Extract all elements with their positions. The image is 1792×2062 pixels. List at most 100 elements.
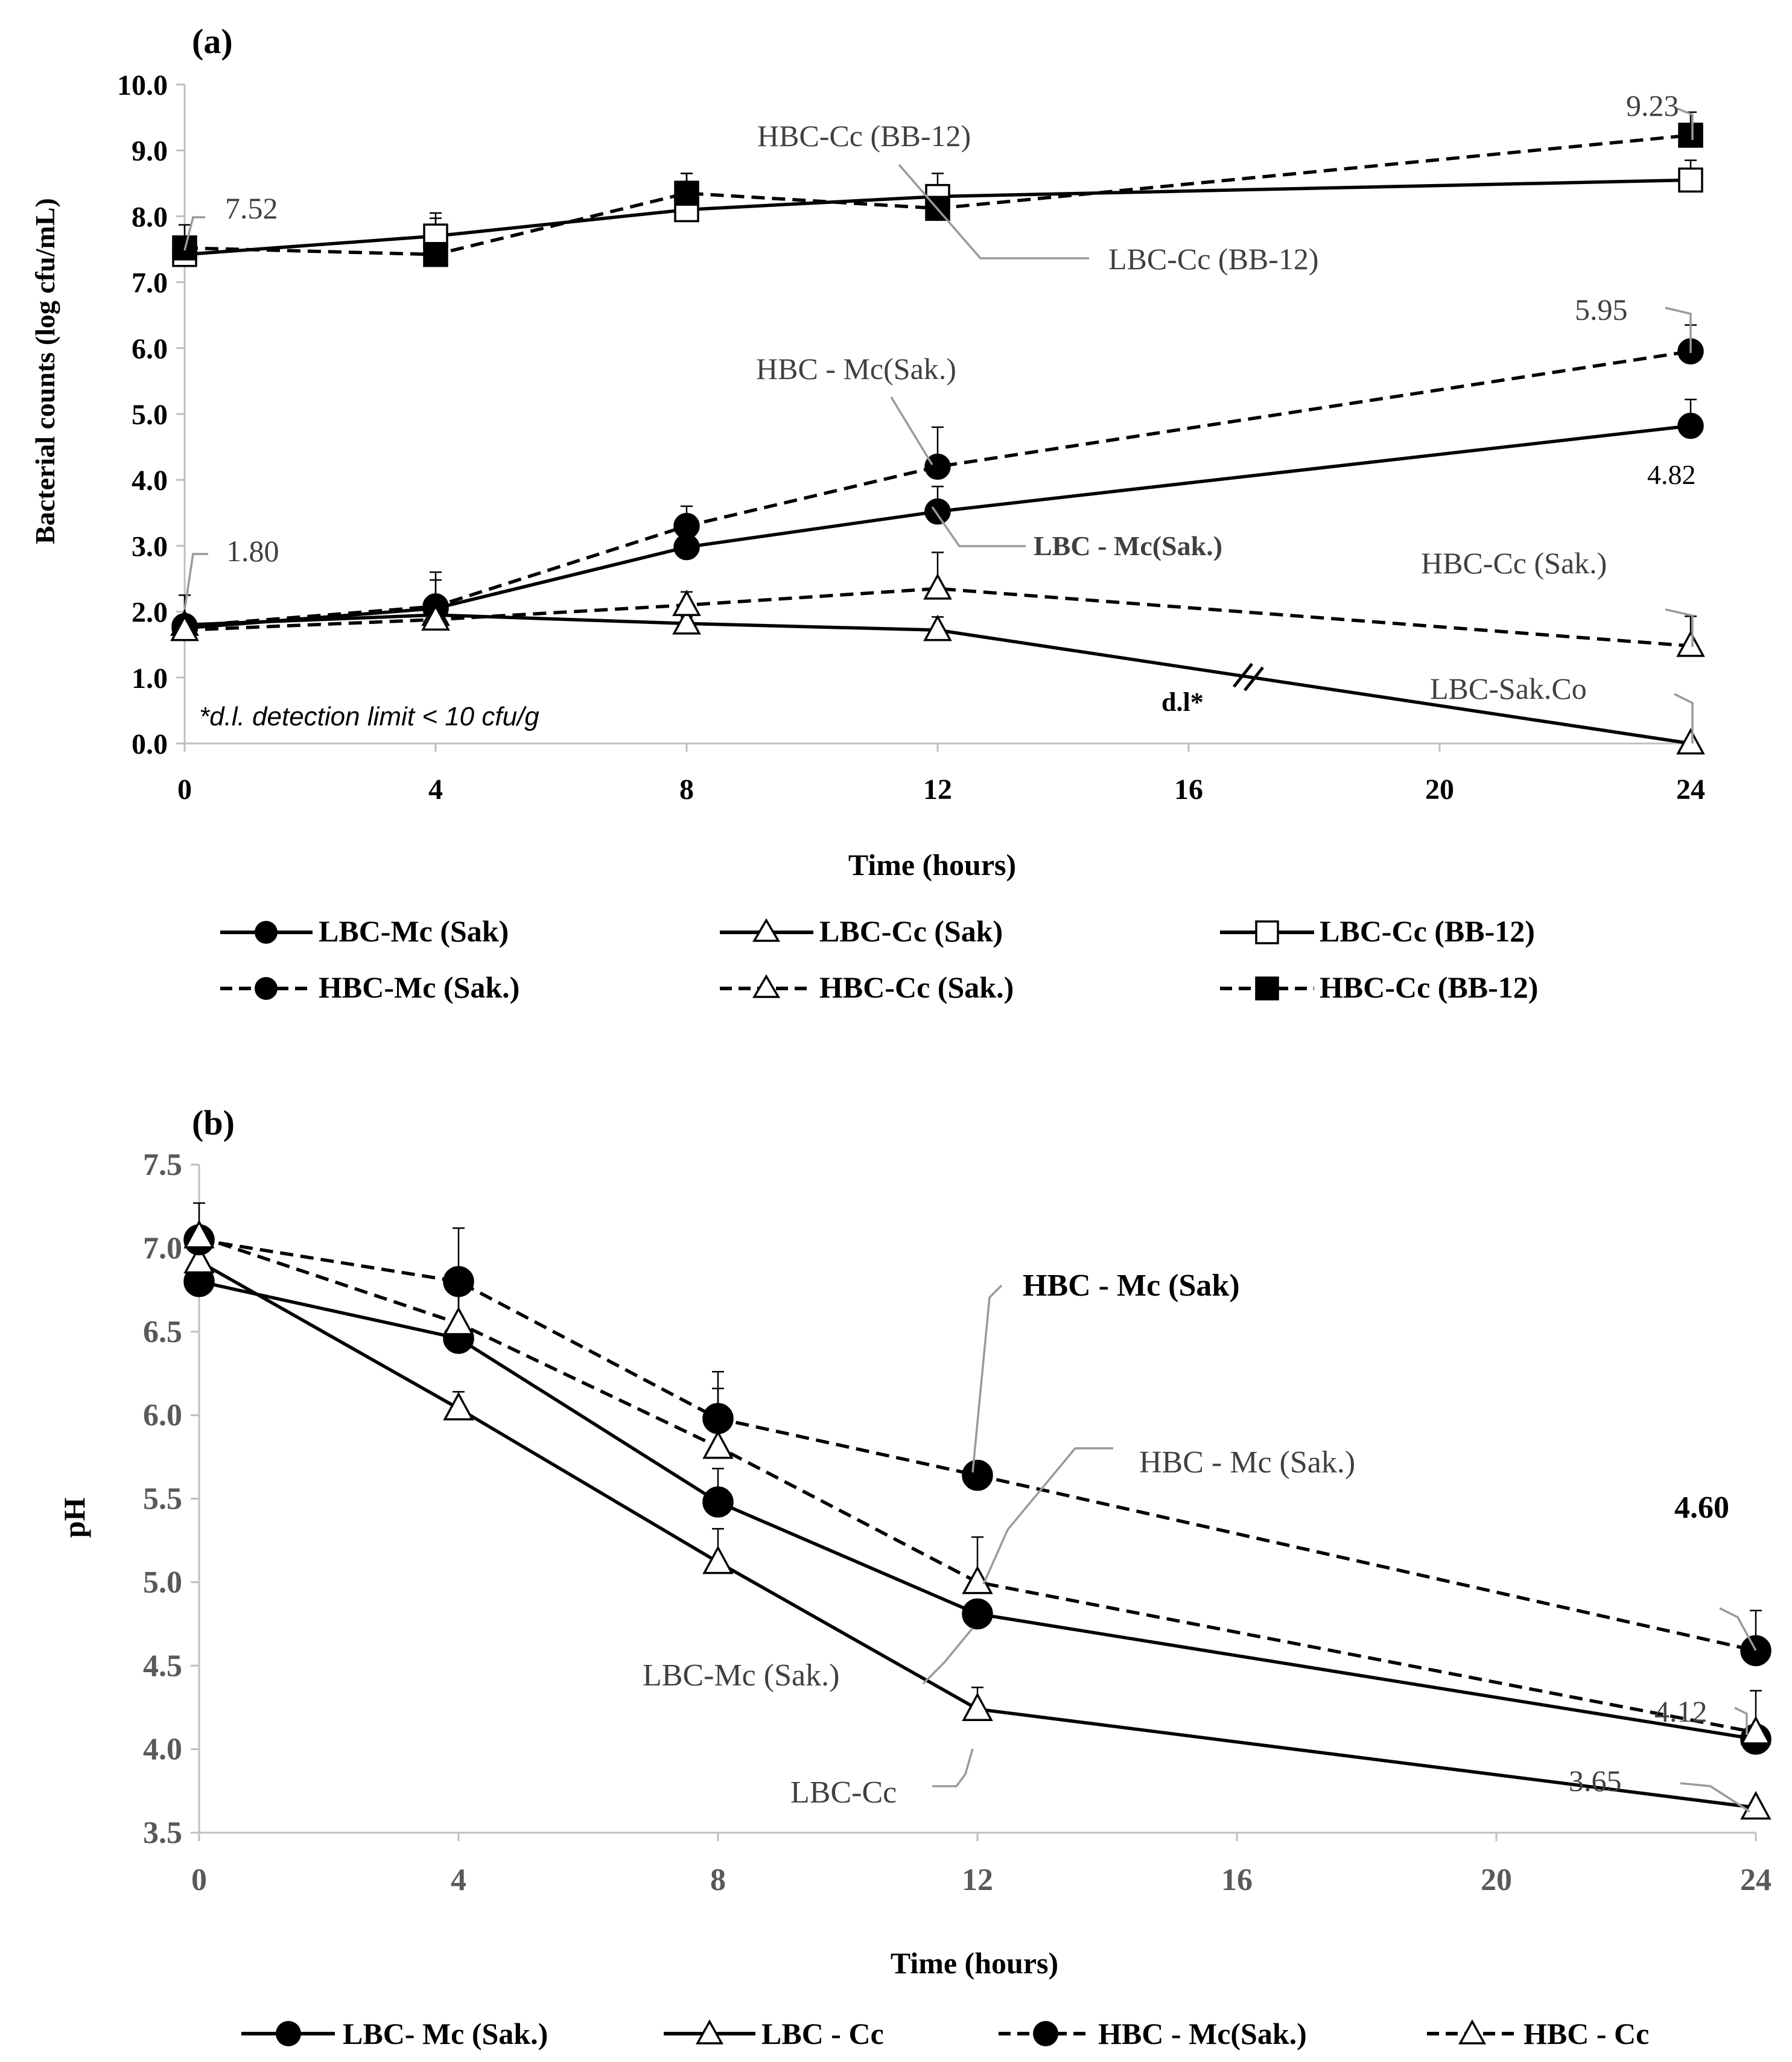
marker-hbc-mc-sak xyxy=(673,512,700,539)
panel-b-x-tick-label: 24 xyxy=(1740,1863,1771,1897)
annotation-9-23: 9.23 xyxy=(1626,89,1679,123)
series-line-lbc-cc xyxy=(198,1260,1756,1810)
panel-b-x-axis-title: Time (hours) xyxy=(891,1946,1058,1980)
panel-a-x-tick-label: 4 xyxy=(428,774,443,806)
panel-a-y-tick-label: 5.0 xyxy=(132,399,168,431)
marker-hbc-cc-bb-12 xyxy=(1678,123,1703,148)
annotation-lbc-cc-bb12: LBC-Cc (BB-12) xyxy=(1108,242,1319,276)
annotation-lbc-mc-sak: LBC-Mc (Sak.) xyxy=(643,1658,839,1693)
marker-hbc-cc-sak xyxy=(672,590,701,616)
annotation-1-80: 1.80 xyxy=(226,534,279,568)
annotation-hbc-cc-sak: HBC-Cc (Sak.) xyxy=(1421,546,1607,580)
panel-b-y-axis-title: pH xyxy=(57,1498,91,1538)
panel-a-y-tick-label: 0.0 xyxy=(132,728,168,760)
panel-b-y-tick-label: 6.0 xyxy=(143,1398,182,1433)
marker-hbc-mc-sak xyxy=(924,453,951,480)
marker-hbc-cc xyxy=(1740,1716,1771,1745)
marker-hbc-cc-bb-12 xyxy=(423,241,448,267)
panel-b-x-tick-label: 20 xyxy=(1481,1863,1512,1897)
legend-item-b-hbc-cc: HBC - Cc xyxy=(1427,2017,1649,2051)
marker-lbc-mc-sak xyxy=(924,498,951,525)
series-line-hbc-cc-bb-12 xyxy=(184,133,1691,256)
marker-lbc-cc-sak xyxy=(1676,728,1705,755)
panel-a-y-tick-label: 1.0 xyxy=(132,663,168,695)
annotation-4-12: 4.12 xyxy=(1654,1694,1708,1728)
marker-lbc-mc-sak xyxy=(962,1598,993,1630)
panel-a-y-tick-label: 10.0 xyxy=(117,69,168,101)
panel-a: (a) Bacterial counts (log cfu/mL) Time (… xyxy=(30,22,1705,1004)
annotation-lbc-cc: LBC-Cc xyxy=(790,1775,897,1810)
marker-hbc-cc-sak xyxy=(923,573,952,600)
marker-lbc-mc-sak xyxy=(1677,412,1704,439)
panel-b-y-tick-label: 4.5 xyxy=(143,1649,182,1683)
legend-label-b-lbc-cc: LBC - Cc xyxy=(761,2017,884,2051)
series-line-lbc-mc-sak xyxy=(199,1280,1756,1741)
panel-b-y-tick-label: 7.0 xyxy=(143,1231,182,1265)
panel-a-label: (a) xyxy=(192,22,233,61)
marker-hbc-mc-sak xyxy=(443,1265,474,1297)
panel-b-annotation-leaders xyxy=(922,1284,1757,1813)
legend-item-b-lbc-mc-sak: LBC- Mc (Sak.) xyxy=(241,2017,548,2051)
legend-item-hbc-mc-sak: HBC-Mc (Sak.) xyxy=(220,970,519,1004)
marker-hbc-cc xyxy=(443,1306,474,1335)
legend-label-lbc-cc-sak: LBC-Cc (Sak) xyxy=(819,914,1003,948)
marker-hbc-mc-sak xyxy=(1740,1635,1771,1667)
marker-lbc-cc xyxy=(962,1692,993,1721)
annotation-7-52: 7.52 xyxy=(225,191,278,225)
panel-a-x-tick-label: 24 xyxy=(1676,774,1705,806)
legend-item-b-hbc-mc-sak: HBC - Mc(Sak.) xyxy=(999,2017,1307,2051)
panel-b-y-tick-label: 3.5 xyxy=(143,1816,182,1850)
panel-a-y-axis-title: Bacterial counts (log cfu/mL) xyxy=(30,198,60,544)
annotation-lbc-sak-co: LBC-Sak.Co xyxy=(1430,672,1587,705)
panel-b-y-tick-label: 4.0 xyxy=(143,1733,182,1767)
legend-item-lbc-cc-sak: LBC-Cc (Sak) xyxy=(720,914,1003,948)
panel-a-y-tick-label: 2.0 xyxy=(132,597,168,629)
marker-hbc-cc-sak xyxy=(1676,630,1705,657)
legend-item-b-lbc-cc: LBC - Cc xyxy=(664,2017,884,2051)
legend-item-hbc-cc-sak: HBC-Cc (Sak.) xyxy=(720,970,1014,1004)
annotation-hbc-cc-bb12: HBC-Cc (BB-12) xyxy=(757,119,971,153)
marker-lbc-cc-sak xyxy=(923,614,952,641)
marker-lbc-cc-sak xyxy=(672,608,701,635)
panel-a-y-tick-label: 8.0 xyxy=(132,201,168,233)
marker-lbc-cc xyxy=(443,1392,474,1421)
panel-a-x-axis-title: Time (hours) xyxy=(848,848,1016,882)
marker-lbc-cc-bb-12 xyxy=(1678,167,1703,193)
panel-b-series-lines xyxy=(198,1235,1756,1810)
legend-item-hbc-cc-bb12: HBC-Cc (BB-12) xyxy=(1220,970,1538,1004)
panel-a-y-tick-label: 4.0 xyxy=(132,465,168,497)
panel-a-y-tick-label: 7.0 xyxy=(132,267,168,299)
panel-b-x-tick-label: 16 xyxy=(1221,1863,1253,1897)
marker-hbc-cc-sak xyxy=(421,604,450,631)
legend-label-lbc-cc-bb12: LBC-Cc (BB-12) xyxy=(1320,914,1535,948)
panel-a-x-tick-label: 12 xyxy=(923,774,952,806)
legend-item-lbc-cc-bb12: LBC-Cc (BB-12) xyxy=(1220,914,1535,948)
panel-a-x-tick-label: 8 xyxy=(679,774,694,806)
panel-a-x-tick-label: 0 xyxy=(177,774,192,806)
annotation-hbc-mc-sak-mid: HBC - Mc (Sak.) xyxy=(1139,1445,1355,1480)
panel-b-x-tick-label: 12 xyxy=(962,1863,993,1897)
marker-lbc-cc xyxy=(183,1244,215,1274)
panel-b-y-tick-label: 5.0 xyxy=(143,1565,182,1600)
marker-lbc-mc-sak xyxy=(702,1486,734,1518)
panel-a-y-tick-label: 6.0 xyxy=(132,333,168,365)
panel-b-axes: 3.5 4.0 4.5 5.0 5.5 6.0 6.5 7.0 7.5 0 4 8 12 16 20 24 xyxy=(143,1148,1771,1897)
legend-label-b-lbc-mc-sak: LBC- Mc (Sak.) xyxy=(343,2017,548,2051)
panel-a-markers xyxy=(170,123,1705,755)
panel-b: (b) pH Time (hours) 3.5 4.0 4.5 5.0 5.5 6.0 6.… xyxy=(57,1103,1771,2051)
panel-a-y-tick-label: 3.0 xyxy=(132,530,168,562)
annotation-4-60: 4.60 xyxy=(1674,1491,1729,1525)
legend-item-lbc-mc-sak: LBC-Mc (Sak) xyxy=(220,914,509,948)
panel-b-y-tick-label: 6.5 xyxy=(143,1315,182,1349)
annotation-4-82: 4.82 xyxy=(1647,459,1696,490)
panel-b-y-tick-label: 5.5 xyxy=(143,1482,182,1516)
marker-lbc-cc xyxy=(702,1545,734,1574)
panel-a-axes: 0.0 1.0 2.0 3.0 4.0 5.0 6.0 7.0 8.0 9.0 10.0 0 4 8 12 1… xyxy=(117,69,1705,806)
legend-label-hbc-cc-bb12: HBC-Cc (BB-12) xyxy=(1320,970,1538,1004)
marker-hbc-cc xyxy=(183,1220,215,1249)
legend-label-b-hbc-mc-sak: HBC - Mc(Sak.) xyxy=(1098,2017,1307,2051)
panel-a-legend: LBC-Mc (Sak) LBC-Cc (Sak) LBC-Cc (BB-12)… xyxy=(220,914,1538,1004)
panel-b-y-tick-label: 7.5 xyxy=(143,1148,182,1182)
panel-b-legend: LBC- Mc (Sak.) LBC - Cc HBC - Mc(Sak.) H… xyxy=(241,2017,1649,2051)
